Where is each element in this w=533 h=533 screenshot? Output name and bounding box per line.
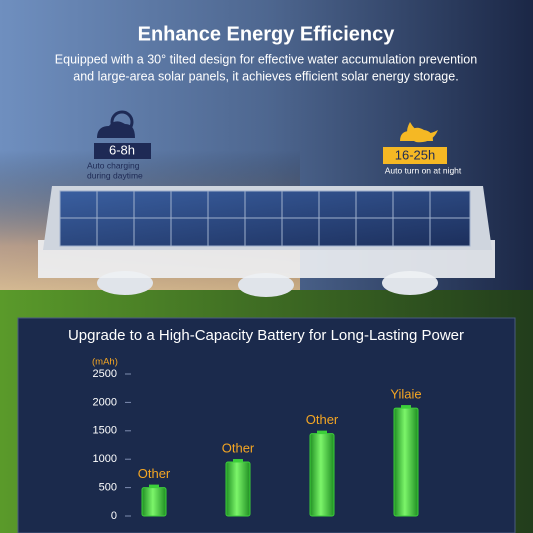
subtitle-line: Equipped with a 30° tilted design for ef… bbox=[55, 52, 477, 66]
y-tick-label: 2000 bbox=[93, 396, 117, 408]
battery-cap bbox=[317, 430, 327, 434]
badge-box bbox=[383, 147, 447, 164]
y-tick-label: 1000 bbox=[93, 453, 117, 465]
title: Enhance Energy Efficiency bbox=[138, 23, 396, 45]
y-tick-label: 1500 bbox=[93, 425, 117, 437]
battery-cap bbox=[149, 484, 159, 488]
badge-caption: during daytime bbox=[87, 170, 143, 180]
battery-cap bbox=[401, 405, 411, 409]
category-label: Other bbox=[222, 440, 255, 455]
panel-grid bbox=[60, 191, 470, 246]
chart-panel bbox=[17, 317, 516, 533]
badge-time: 6-8h bbox=[109, 142, 135, 157]
suction-cup bbox=[238, 273, 294, 297]
y-tick-label: 2500 bbox=[93, 368, 117, 380]
battery-cap bbox=[233, 459, 243, 463]
category-label: Other bbox=[138, 466, 171, 481]
category-label: Other bbox=[306, 412, 339, 427]
badge-caption: Auto charging bbox=[87, 160, 140, 170]
badge-box bbox=[94, 143, 151, 159]
y-tick-label: 500 bbox=[99, 482, 117, 494]
plot: 0 500 1000 1500 2000 2500 Other Other Other Yilai… bbox=[93, 368, 422, 522]
night-badge: 16-25h Auto turn on at night bbox=[383, 122, 462, 175]
solar-light bbox=[38, 186, 495, 297]
bar bbox=[309, 433, 335, 517]
y-axis-label: (mAh) bbox=[92, 357, 118, 368]
bar bbox=[393, 407, 419, 517]
cloud-icon bbox=[400, 127, 433, 141]
category-label: Yilaie bbox=[390, 387, 421, 402]
badge-time: 16-25h bbox=[395, 147, 435, 162]
y-tick-label: 0 bbox=[111, 510, 117, 522]
day-badge: 6-8h Auto charging during daytime bbox=[87, 110, 151, 180]
badge-caption: Auto turn on at night bbox=[385, 165, 462, 175]
chart-title: Upgrade to a High-Capacity Battery for L… bbox=[68, 327, 464, 344]
cloud-icon bbox=[97, 121, 135, 138]
bar bbox=[225, 461, 251, 517]
subtitle-line: and large-area solar panels, it achieves… bbox=[73, 69, 458, 83]
bar bbox=[141, 487, 167, 517]
